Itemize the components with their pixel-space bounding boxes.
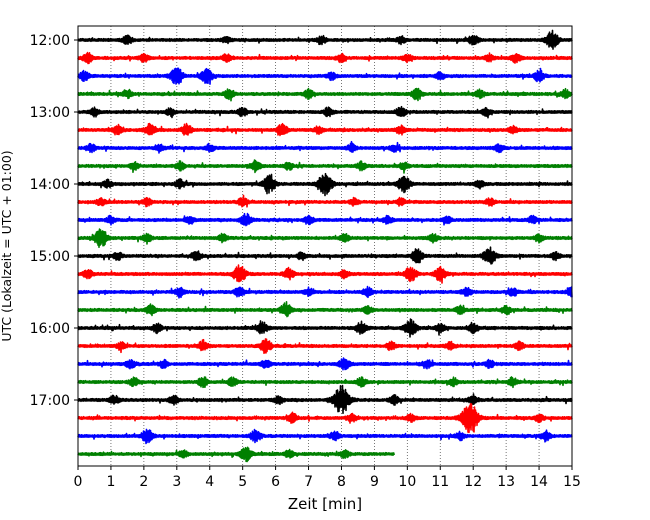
- trace-13:30: [77, 140, 573, 154]
- trace-13:45: [77, 159, 573, 174]
- trace-16:15: [77, 338, 573, 354]
- plot-background: [78, 26, 572, 466]
- trace-17:15: [77, 403, 573, 434]
- x-axis-ticks: 0 1 2 3 4 5 6 7 8 9 10 11 12 13 14 15: [74, 466, 581, 490]
- trace-15:15: [77, 264, 573, 284]
- y-tick-label-15:00: 15:00: [30, 249, 70, 265]
- x-tick-label-11: 11: [431, 474, 449, 490]
- trace-13:15: [77, 122, 573, 137]
- trace-14:15: [77, 194, 573, 208]
- trace-12:15: [77, 51, 573, 65]
- y-axis-ticks: 12:00 13:00 14:00 15:00 16:00 17:00: [30, 33, 78, 409]
- y-tick-label-17:00: 17:00: [30, 393, 70, 409]
- x-tick-label-5: 5: [238, 474, 247, 490]
- trace-15:45: [77, 301, 573, 318]
- trace-17:45: [77, 446, 395, 463]
- x-tick-label-3: 3: [172, 474, 181, 490]
- x-tick-label-2: 2: [139, 474, 148, 490]
- x-tick-label-1: 1: [106, 474, 115, 490]
- x-axis-title: Zeit [min]: [288, 495, 362, 513]
- trace-12:45: [77, 87, 573, 102]
- trace-14:00: [77, 172, 573, 197]
- x-tick-label-6: 6: [271, 474, 280, 490]
- x-tick-label-15: 15: [563, 474, 581, 490]
- trace-16:45: [77, 376, 573, 389]
- x-tick-label-12: 12: [464, 474, 482, 490]
- trace-16:00: [77, 318, 573, 338]
- y-tick-label-16:00: 16:00: [30, 321, 70, 337]
- seismogram-traces: [77, 29, 573, 463]
- y-tick-label-13:00: 13:00: [30, 105, 70, 121]
- plot-frame: [77, 25, 573, 467]
- trace-13:00: [77, 105, 573, 119]
- x-tick-label-9: 9: [370, 474, 379, 490]
- y-tick-label-12:00: 12:00: [30, 33, 70, 49]
- x-tick-label-8: 8: [337, 474, 346, 490]
- y-tick-label-14:00: 14:00: [30, 177, 70, 193]
- x-tick-label-14: 14: [530, 474, 548, 490]
- y-axis-title: UTC (Lokalzeit = UTC + 01:00): [0, 150, 14, 341]
- trace-14:30: [77, 212, 573, 227]
- trace-16:30: [77, 357, 573, 371]
- trace-17:00: [77, 384, 573, 414]
- trace-17:30: [77, 428, 573, 445]
- trace-12:30: [77, 67, 573, 85]
- trace-14:45: [77, 228, 573, 248]
- trace-15:00: [77, 246, 573, 265]
- trace-15:30: [77, 285, 573, 299]
- x-tick-label-0: 0: [74, 474, 83, 490]
- x-tick-label-7: 7: [304, 474, 313, 490]
- x-tick-label-4: 4: [205, 474, 214, 490]
- trace-12:00: [77, 29, 573, 50]
- x-tick-label-10: 10: [398, 474, 416, 490]
- x-tick-label-13: 13: [497, 474, 515, 490]
